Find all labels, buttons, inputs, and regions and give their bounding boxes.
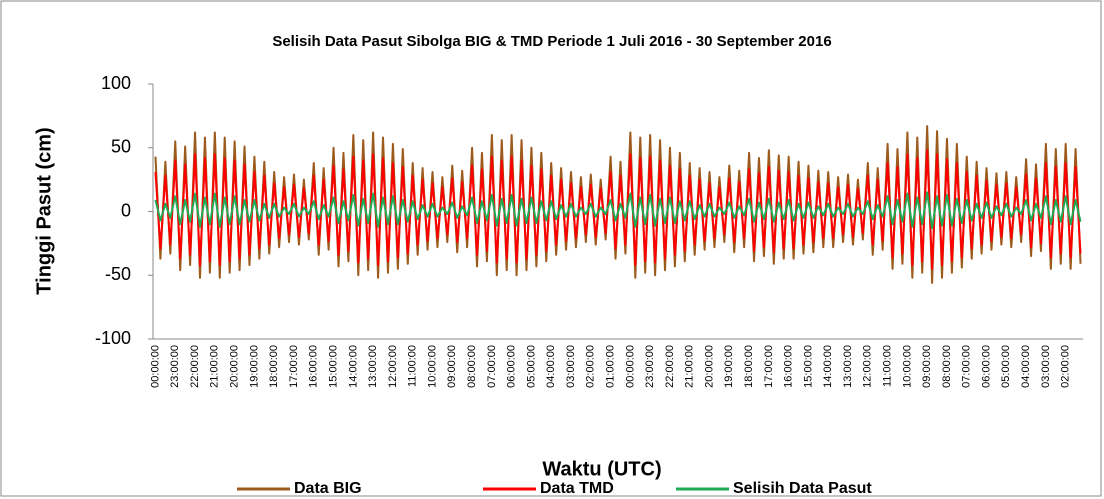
x-tick-label: 05:00:00 xyxy=(1000,345,1012,388)
x-tick-label: 22:00:00 xyxy=(664,345,676,388)
x-tick-label: 15:00:00 xyxy=(327,345,339,388)
x-tick-label: 21:00:00 xyxy=(684,345,696,388)
x-tick-label: 14:00:00 xyxy=(347,345,359,388)
chart-title: Selisih Data Pasut Sibolga BIG & TMD Per… xyxy=(272,33,831,50)
x-tick-label: 04:00:00 xyxy=(545,345,557,388)
x-tick-label: 17:00:00 xyxy=(763,345,775,388)
x-tick-label: 06:00:00 xyxy=(980,345,992,388)
x-tick-label: 02:00:00 xyxy=(1060,345,1072,388)
series-line xyxy=(154,191,1082,230)
y-tick-label: 0 xyxy=(121,200,131,220)
x-tick-label: 14:00:00 xyxy=(822,345,834,388)
x-tick-label: 09:00:00 xyxy=(446,345,458,388)
x-tick-label: 07:00:00 xyxy=(961,345,973,388)
x-tick-label: 20:00:00 xyxy=(703,345,715,388)
x-tick-label: 23:00:00 xyxy=(644,345,656,388)
y-axis-label: Tinggi Pasut (cm) xyxy=(33,127,55,294)
x-tick-label: 16:00:00 xyxy=(308,345,320,388)
x-tick-label: 02:00:00 xyxy=(585,345,597,388)
y-tick-label: -100 xyxy=(95,328,131,348)
x-tick-label: 18:00:00 xyxy=(743,345,755,388)
x-tick-label: 05:00:00 xyxy=(525,345,537,388)
x-tick-label: 19:00:00 xyxy=(723,345,735,388)
x-tick-label: 10:00:00 xyxy=(901,345,913,388)
x-tick-label: 13:00:00 xyxy=(367,345,379,388)
x-tick-label: 11:00:00 xyxy=(882,345,894,387)
y-tick-label: 50 xyxy=(111,137,131,157)
x-tick-label: 00:00:00 xyxy=(624,345,636,388)
x-tick-label: 22:00:00 xyxy=(189,345,201,388)
x-tick-label: 13:00:00 xyxy=(842,345,854,388)
x-tick-label: 19:00:00 xyxy=(248,345,260,388)
legend-label: Data TMD xyxy=(540,480,614,497)
x-tick-label: 23:00:00 xyxy=(169,345,181,388)
x-tick-label: 08:00:00 xyxy=(941,345,953,388)
x-tick-label: 10:00:00 xyxy=(426,345,438,388)
x-tick-label: 12:00:00 xyxy=(862,345,874,388)
x-tick-label: 06:00:00 xyxy=(506,345,518,388)
x-tick-label: 15:00:00 xyxy=(802,345,814,388)
x-tick-label: 18:00:00 xyxy=(268,345,280,388)
x-tick-label: 03:00:00 xyxy=(1040,345,1052,388)
x-tick-label: 01:00:00 xyxy=(604,345,616,388)
x-tick-label: 11:00:00 xyxy=(407,345,419,387)
legend-label: Data BIG xyxy=(294,480,362,497)
legend-label: Selisih Data Pasut xyxy=(733,480,872,497)
x-tick-label: 12:00:00 xyxy=(387,345,399,388)
x-tick-label: 08:00:00 xyxy=(466,345,478,388)
x-tick-label: 21:00:00 xyxy=(209,345,221,388)
x-tick-label: 00:00:00 xyxy=(149,345,161,388)
x-tick-label: 09:00:00 xyxy=(921,345,933,388)
x-tick-label: 03:00:00 xyxy=(565,345,577,388)
y-tick-label: 100 xyxy=(101,73,131,93)
x-axis-label: Waktu (UTC) xyxy=(542,458,661,480)
y-tick-label: -50 xyxy=(105,264,131,284)
x-tick-label: 04:00:00 xyxy=(1020,345,1032,388)
x-tick-label: 07:00:00 xyxy=(486,345,498,388)
x-tick-label: 16:00:00 xyxy=(783,345,795,388)
x-tick-label: 17:00:00 xyxy=(288,345,300,388)
x-tick-label: 20:00:00 xyxy=(229,345,241,388)
